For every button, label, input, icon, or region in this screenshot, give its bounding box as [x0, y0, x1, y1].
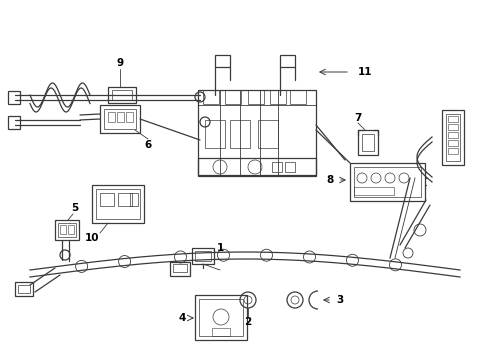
- Bar: [92, 185, 144, 223]
- Bar: [350, 163, 425, 201]
- Text: 4: 4: [178, 313, 186, 323]
- Bar: [354, 187, 394, 195]
- Bar: [170, 262, 190, 276]
- Bar: [192, 248, 214, 264]
- Bar: [68, 225, 74, 234]
- Text: 1: 1: [217, 243, 223, 253]
- Text: 7: 7: [354, 113, 362, 123]
- Text: 10: 10: [85, 233, 99, 243]
- Bar: [198, 158, 316, 176]
- Bar: [448, 148, 458, 154]
- Bar: [112, 90, 132, 100]
- Bar: [270, 90, 286, 104]
- Bar: [15, 282, 33, 296]
- Text: 2: 2: [245, 317, 252, 327]
- Bar: [104, 109, 136, 129]
- Bar: [225, 90, 241, 104]
- Bar: [173, 264, 187, 272]
- Bar: [258, 120, 278, 148]
- Bar: [198, 90, 316, 175]
- Text: 9: 9: [117, 58, 123, 68]
- Bar: [358, 130, 378, 155]
- Bar: [108, 87, 136, 103]
- Bar: [96, 189, 140, 219]
- Text: 11: 11: [358, 67, 372, 77]
- Bar: [448, 124, 458, 130]
- Bar: [290, 90, 306, 104]
- Bar: [100, 193, 114, 206]
- Bar: [60, 225, 66, 234]
- Text: 6: 6: [145, 140, 151, 150]
- Bar: [8, 91, 20, 104]
- Bar: [446, 114, 460, 161]
- Text: 5: 5: [72, 203, 78, 213]
- Bar: [118, 193, 132, 206]
- Bar: [117, 112, 124, 122]
- Bar: [100, 105, 140, 133]
- Bar: [248, 90, 264, 104]
- Bar: [18, 285, 30, 293]
- Bar: [442, 110, 464, 165]
- Bar: [448, 132, 458, 138]
- Bar: [203, 90, 219, 104]
- Bar: [215, 55, 230, 67]
- Bar: [212, 328, 230, 336]
- Bar: [58, 223, 76, 237]
- Bar: [280, 55, 295, 67]
- Bar: [195, 295, 247, 340]
- Bar: [199, 299, 243, 336]
- Bar: [448, 116, 458, 122]
- Bar: [108, 112, 115, 122]
- Bar: [362, 134, 374, 151]
- Bar: [230, 120, 250, 148]
- Bar: [205, 120, 225, 148]
- Bar: [448, 140, 458, 146]
- Bar: [8, 116, 20, 129]
- Bar: [55, 220, 79, 240]
- Bar: [195, 251, 211, 261]
- Text: 3: 3: [336, 295, 343, 305]
- Bar: [126, 112, 133, 122]
- Bar: [285, 162, 295, 172]
- Bar: [272, 162, 282, 172]
- Bar: [130, 193, 138, 206]
- Bar: [354, 167, 421, 197]
- Text: 8: 8: [326, 175, 334, 185]
